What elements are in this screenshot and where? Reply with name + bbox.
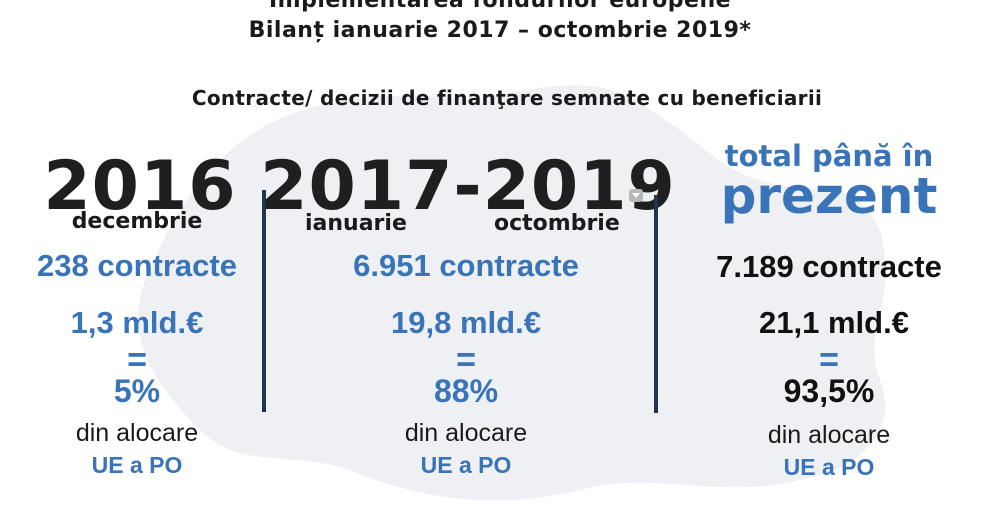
allocation-label: din alocare (767, 421, 891, 449)
month-label: decembrie (71, 209, 203, 234)
equals-sign: = (819, 341, 839, 379)
column-divider (654, 195, 658, 413)
percent-value: 5% (113, 373, 161, 409)
chevron-down-icon (629, 189, 643, 202)
allocation-label: din alocare (404, 419, 528, 447)
ue-po-label: UE a PO (420, 452, 512, 478)
year-2016: 2016 (43, 147, 237, 226)
header-title-line1: Implementarea fondurilor europene (268, 0, 732, 13)
amount-value: 19,8 mld.€ (391, 305, 541, 340)
equals-sign: = (127, 341, 147, 379)
contracts-count: 7.189 contracte (716, 249, 942, 284)
ue-po-label: UE a PO (91, 452, 183, 478)
amount-value: 21,1 mld.€ (759, 305, 909, 340)
allocation-label: din alocare (75, 419, 199, 447)
contracts-count: 238 contracte (37, 248, 237, 283)
year-2017-2019: 2017-2019 (260, 147, 676, 226)
equals-sign: = (456, 341, 476, 379)
amount-value: 1,3 mld.€ (70, 305, 204, 340)
section-subtitle: Contracte/ decizii de finanţare semnate … (191, 86, 823, 110)
column-divider (262, 190, 266, 412)
month-end-label: octombrie (494, 211, 620, 236)
month-start-label: ianuarie (305, 211, 407, 236)
total-title-line1: total până în (724, 139, 934, 173)
percent-value: 93,5% (783, 373, 875, 409)
percent-value: 88% (433, 373, 499, 409)
header-title-line2: Bilanț ianuarie 2017 – octombrie 2019* (248, 18, 752, 43)
contracts-count: 6.951 contracte (353, 248, 579, 283)
total-title-line2: prezent (720, 167, 938, 225)
ue-po-label: UE a PO (783, 454, 875, 480)
